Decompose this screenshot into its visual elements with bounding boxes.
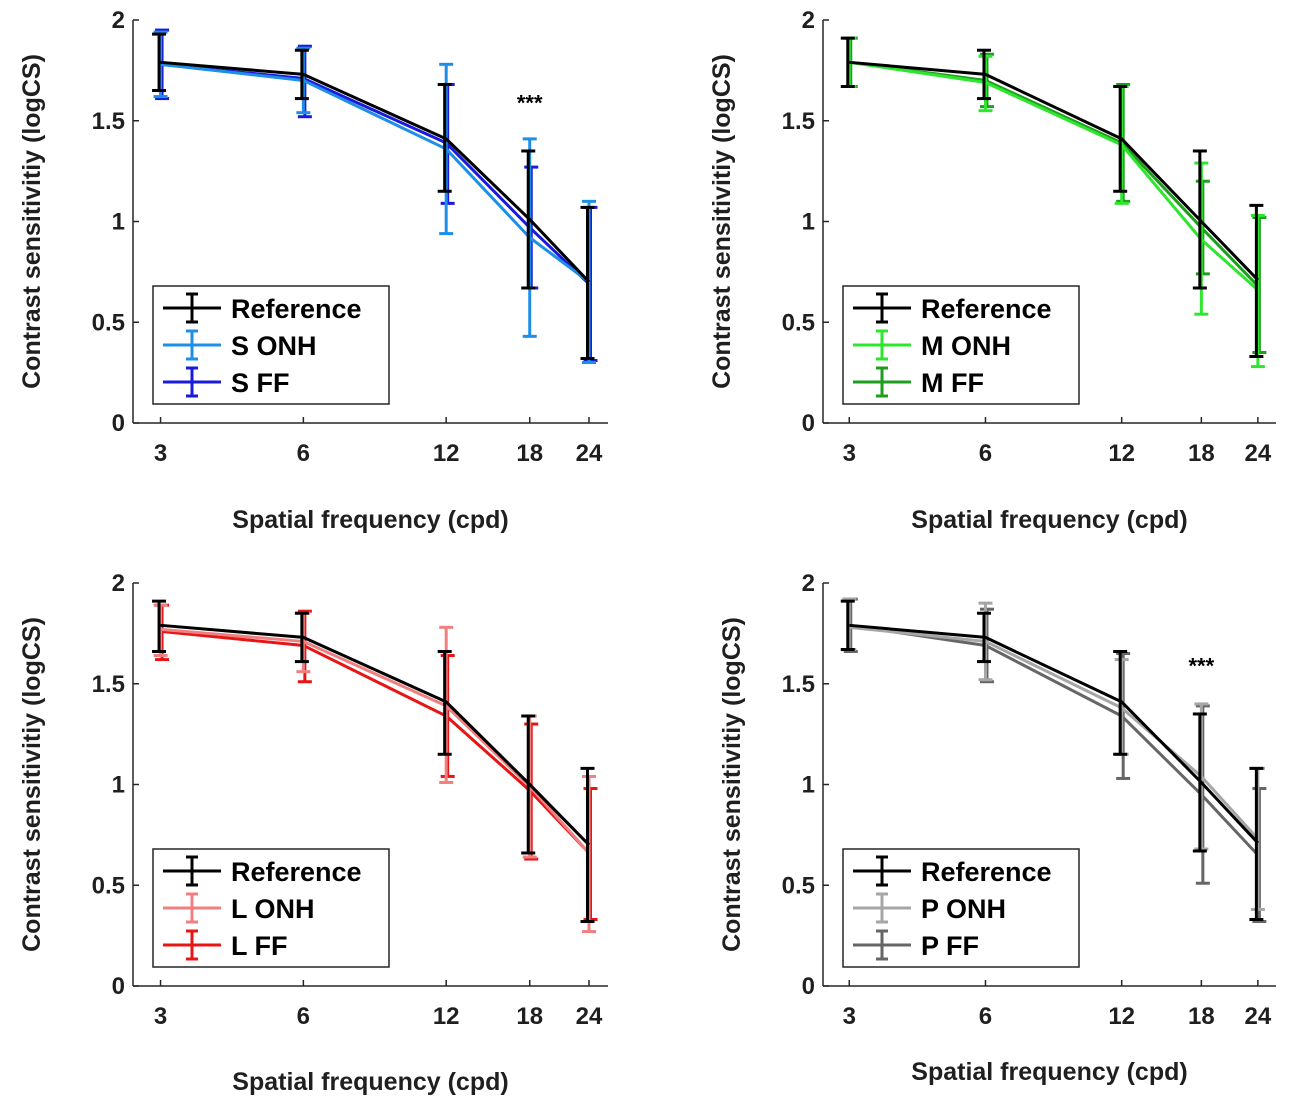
y-tick-label: 0	[802, 410, 815, 437]
y-tick-label: 2	[112, 570, 125, 597]
y-tick-label: 1.5	[92, 671, 125, 698]
x-tick-label: 18	[516, 440, 543, 467]
series-reference	[840, 599, 1264, 922]
y-tick-label: 2	[112, 7, 125, 34]
legend: Reference S ONH S FF	[152, 285, 390, 405]
legend-item: S ONH	[163, 329, 317, 361]
series-line	[160, 627, 591, 855]
x-axis-label: Spatial frequency (cpd)	[232, 506, 508, 534]
y-tick-label: 1	[112, 772, 125, 799]
x-tick-label: 18	[1188, 1003, 1215, 1030]
legend-label: Reference	[921, 294, 1052, 324]
series-line	[160, 629, 591, 855]
x-tick-label: 12	[433, 440, 460, 467]
legend-label: M FF	[921, 368, 984, 398]
legend-item: L ONH	[163, 892, 315, 924]
chart-panel-2: 0 0.5 1 1.5 2 3 6 12 18 24 Spatial frequency (cpd)…	[708, 7, 1276, 534]
significance-annotation: ***	[1189, 654, 1215, 679]
legend-item: Reference	[853, 855, 1052, 887]
legend-item: M FF	[853, 366, 984, 398]
legend-label: M ONH	[921, 331, 1011, 361]
legend-label: S FF	[231, 368, 290, 398]
y-tick-label: 0.5	[782, 309, 815, 336]
x-tick-label: 12	[1108, 440, 1135, 467]
legend-label: Reference	[921, 857, 1052, 887]
series-reference	[152, 32, 595, 361]
x-axis-label: Spatial frequency (cpd)	[232, 1068, 508, 1096]
legend-item: Reference	[853, 292, 1052, 324]
y-axis-label: Contrast sensitivitiy (logCS)	[718, 617, 746, 952]
y-tick-label: 0.5	[782, 872, 815, 899]
y-tick-label: 2	[802, 570, 815, 597]
legend-item: P FF	[853, 929, 979, 961]
legend-label: P ONH	[921, 894, 1006, 924]
legend: Reference L ONH L FF	[152, 848, 390, 968]
y-tick-label: 0.5	[92, 309, 125, 336]
series-line	[849, 60, 1259, 292]
chart-panel-1: 0 0.5 1 1.5 2 3 6 12 18 24 Spatial frequency (cpd)…	[18, 7, 608, 534]
series-line	[160, 623, 591, 847]
y-tick-label: 1.5	[782, 671, 815, 698]
x-tick-label: 6	[297, 440, 310, 467]
chart-panel-4: 0 0.5 1 1.5 2 3 6 12 18 24 Spatial frequency (cpd)…	[718, 570, 1276, 1086]
x-tick-label: 18	[1188, 440, 1215, 467]
y-tick-label: 0	[112, 410, 125, 437]
x-tick-label: 3	[843, 1003, 856, 1030]
x-tick-label: 18	[516, 1003, 543, 1030]
legend: Reference M ONH M FF	[842, 285, 1080, 405]
x-tick-label: 12	[1108, 1003, 1135, 1030]
x-tick-label: 6	[979, 440, 992, 467]
legend-label: L ONH	[231, 894, 315, 924]
series-line	[849, 60, 1259, 281]
legend-item: S FF	[163, 366, 290, 398]
legend-item: Reference	[163, 855, 362, 887]
x-tick-label: 3	[843, 440, 856, 467]
x-axis-label: Spatial frequency (cpd)	[911, 506, 1187, 534]
x-tick-label: 3	[154, 1003, 167, 1030]
y-axis-label: Contrast sensitivitiy (logCS)	[708, 54, 736, 389]
x-tick-label: 24	[576, 1003, 603, 1030]
x-tick-label: 12	[433, 1003, 460, 1030]
legend-label: S ONH	[231, 331, 317, 361]
y-tick-label: 1.5	[782, 108, 815, 135]
x-tick-label: 24	[1245, 1003, 1272, 1030]
y-axis-label: Contrast sensitivitiy (logCS)	[18, 617, 46, 952]
y-tick-label: 1.5	[92, 108, 125, 135]
legend-label: Reference	[231, 857, 362, 887]
series-line	[849, 60, 1259, 288]
y-tick-label: 0	[802, 973, 815, 1000]
y-tick-label: 0	[112, 973, 125, 1000]
x-tick-label: 6	[979, 1003, 992, 1030]
legend-item: L FF	[163, 929, 288, 961]
x-axis-label: Spatial frequency (cpd)	[911, 1058, 1187, 1086]
legend-item: P ONH	[853, 892, 1006, 924]
x-tick-label: 24	[576, 440, 603, 467]
legend-item: Reference	[163, 292, 362, 324]
legend-label: P FF	[921, 931, 979, 961]
significance-annotation: ***	[517, 91, 543, 116]
series-reference	[152, 599, 595, 924]
y-tick-label: 2	[802, 7, 815, 34]
x-tick-label: 3	[154, 440, 167, 467]
legend-label: Reference	[231, 294, 362, 324]
legend-item: M ONH	[853, 329, 1011, 361]
x-tick-label: 6	[297, 1003, 310, 1030]
y-tick-label: 1	[112, 209, 125, 236]
series-reference	[840, 36, 1264, 359]
legend-label: L FF	[231, 931, 288, 961]
y-tick-label: 0.5	[92, 872, 125, 899]
y-axis-label: Contrast sensitivitiy (logCS)	[18, 54, 46, 389]
x-tick-label: 24	[1245, 440, 1272, 467]
legend: Reference P ONH P FF	[842, 848, 1080, 968]
y-tick-label: 1	[802, 772, 815, 799]
y-tick-label: 1	[802, 209, 815, 236]
chart-panel-3: 0 0.5 1 1.5 2 3 6 12 18 24 Spatial frequency (cpd)…	[18, 570, 608, 1096]
